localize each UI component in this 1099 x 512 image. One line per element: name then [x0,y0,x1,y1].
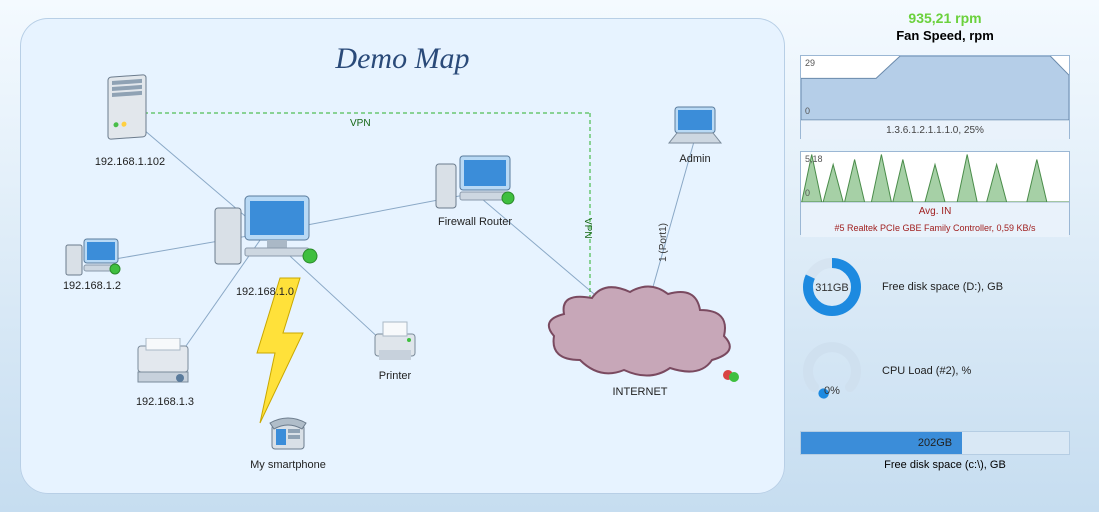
fan-value: 935,21 rpm [800,10,1090,26]
vpn-label-h: VPN [350,118,371,129]
chart-snmp: 29 0 1.3.6.1.2.1.1.1.0, 25% [800,55,1070,139]
disk-c-bar: 202GB [800,431,1070,455]
chart2-caption-b: #5 Realtek PCIe GBE Family Controller, 0… [801,219,1069,237]
port1-label: 1 (Port1) [658,223,669,262]
chart2-caption-a: Avg. IN [801,202,1069,219]
chart1-ybot: 0 [805,106,810,116]
server-label: 192.168.1.102 [70,156,190,168]
phone-icon[interactable] [260,413,316,459]
printer-label: Printer [335,370,455,382]
app-root: Demo Map VPN VPN 1 (Port1) 192.168.1.102 [0,0,1099,512]
cpu-value: 0% [824,385,840,397]
sidebar: 935,21 rpm Fan Speed, rpm 29 0 1.3.6.1.2… [800,10,1090,471]
mainpc-icon[interactable] [205,178,325,278]
cpu-gauge: 0% [800,339,864,403]
disk-d-widget: 311GB Free disk space (D:), GB [800,255,1090,319]
server-icon[interactable] [98,68,158,148]
disk-d-label: Free disk space (D:), GB [882,281,1003,293]
firewall-icon[interactable] [430,148,520,218]
vpn-label-v: VPN [582,218,593,239]
smallpc-icon[interactable] [60,233,124,283]
cpu-label: CPU Load (#2), % [882,365,971,377]
cloud-label: INTERNET [580,386,700,398]
alert-icon [722,366,740,384]
plotter-icon[interactable] [130,338,200,393]
chart2-ytop: 5,18 [805,154,823,164]
network-map-panel: Demo Map VPN VPN 1 (Port1) 192.168.1.102 [20,18,785,494]
chart1-ytop: 29 [805,58,815,68]
disk-c-label: Free disk space (c:\), GB [800,459,1090,471]
disk-d-value: 311GB [815,282,848,294]
printer-icon[interactable] [365,320,425,370]
plotter-label: 192.168.1.3 [105,396,225,408]
disk-d-gauge: 311GB [800,255,864,319]
disk-c-value: 202GB [801,432,1069,454]
fan-title: Fan Speed, rpm [800,28,1090,43]
chart2-ybot: 0 [805,188,810,198]
smallpc-label: 192.168.1.2 [32,280,152,292]
chart1-caption: 1.3.6.1.2.1.1.1.0, 25% [801,120,1069,139]
phone-label: My smartphone [228,459,348,471]
mainpc-label: 192.168.1.0 [205,286,325,298]
admin-label: Admin [635,153,755,165]
admin-icon[interactable] [663,103,727,153]
cpu-widget: 0% CPU Load (#2), % [800,339,1090,403]
chart-nic: 5,18 0 Avg. IN #5 Realtek PCIe GBE Famil… [800,151,1070,235]
cloud-icon[interactable] [540,280,740,390]
firewall-label: Firewall Router [415,216,535,228]
